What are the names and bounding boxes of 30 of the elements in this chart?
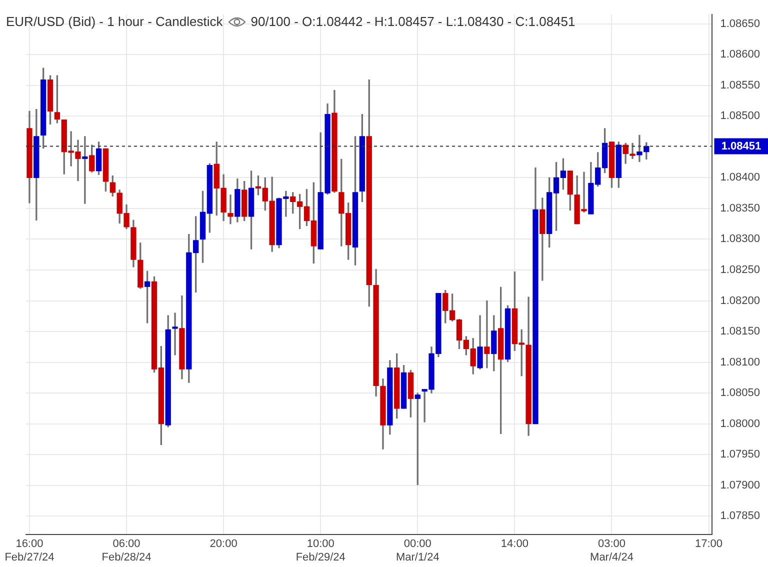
chart-title: EUR/USD (Bid) - 1 hour - Candlestick xyxy=(6,14,223,29)
chart-subtitle: 90/100 - O:1.08442 - H:1.08457 - L:1.08430 - C:1.08451 xyxy=(250,14,576,29)
x-tick-label: 10:00 Feb/29/24 xyxy=(296,538,346,564)
candlestick xyxy=(484,300,490,368)
y-tick-label: 1.08300 xyxy=(720,233,760,246)
y-tick-label: 1.08400 xyxy=(720,172,760,184)
y-tick-label: 1.08350 xyxy=(720,202,760,214)
x-tick-label: 06:00 Feb/28/24 xyxy=(102,538,152,564)
x-tick-label: 14:00 xyxy=(500,538,528,550)
y-tick-label: 1.07950 xyxy=(720,448,760,461)
candlestick xyxy=(228,194,234,224)
candlestick xyxy=(172,312,178,356)
ref-line-label: 1.08451 xyxy=(721,140,762,152)
y-tick-label: 1.08050 xyxy=(720,387,760,400)
y-tick-label: 1.08550 xyxy=(720,79,760,92)
y-tick-label: 1.08100 xyxy=(720,356,760,368)
y-tick-label: 1.07850 xyxy=(720,510,760,522)
y-tick-label: 1.08150 xyxy=(720,326,760,338)
x-tick-label: 03:00 Mar/4/24 xyxy=(590,538,634,564)
y-tick-label: 1.08200 xyxy=(720,294,760,307)
y-tick-label: 1.07900 xyxy=(720,479,760,492)
y-tick-label: 1.08250 xyxy=(720,264,760,276)
x-tick-label: 00:00 Mar/1/24 xyxy=(396,538,440,564)
y-tick-label: 1.08500 xyxy=(720,110,760,122)
y-tick-label: 1.08650 xyxy=(720,18,760,30)
x-tick-label: 16:00 Feb/27/24 xyxy=(4,538,54,564)
x-tick-label: 17:00 xyxy=(695,538,723,550)
y-tick-label: 1.08600 xyxy=(720,48,760,61)
x-tick-label: 20:00 xyxy=(210,538,238,550)
y-tick-label: 1.08000 xyxy=(720,418,760,430)
